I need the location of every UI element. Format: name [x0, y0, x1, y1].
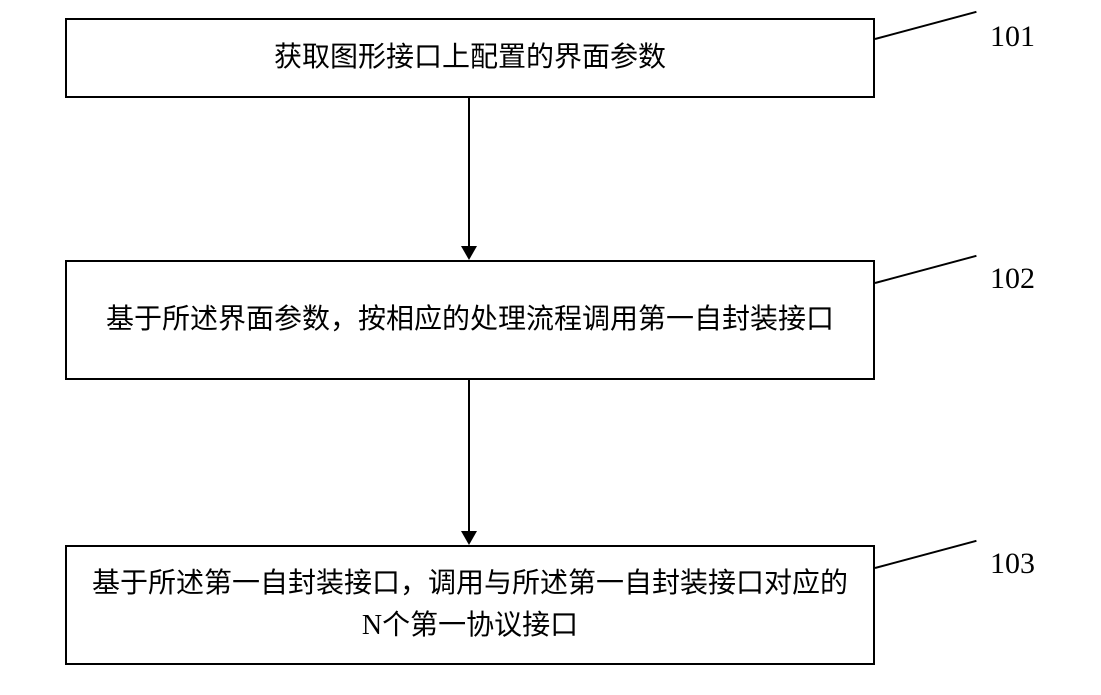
flow-node-1-text: 获取图形接口上配置的界面参数 [274, 37, 666, 79]
flow-node-2: 基于所述界面参数，按相应的处理流程调用第一自封装接口 [65, 260, 875, 380]
flow-label-1: 101 [990, 20, 1035, 54]
flow-label-2: 102 [990, 262, 1035, 296]
edge-1-2-arrow [461, 246, 477, 260]
flow-label-3: 103 [990, 547, 1035, 581]
leader-line-2 [875, 255, 977, 284]
edge-2-3-arrow [461, 531, 477, 545]
flow-node-3-text: 基于所述第一自封装接口，调用与所述第一自封装接口对应的N个第一协议接口 [87, 563, 853, 647]
flow-node-3: 基于所述第一自封装接口，调用与所述第一自封装接口对应的N个第一协议接口 [65, 545, 875, 665]
edge-2-3 [468, 380, 470, 531]
flow-node-2-text: 基于所述界面参数，按相应的处理流程调用第一自封装接口 [106, 299, 834, 341]
leader-line-3 [875, 540, 977, 569]
flow-node-1: 获取图形接口上配置的界面参数 [65, 18, 875, 98]
leader-line-1 [875, 11, 977, 40]
edge-1-2 [468, 98, 470, 246]
